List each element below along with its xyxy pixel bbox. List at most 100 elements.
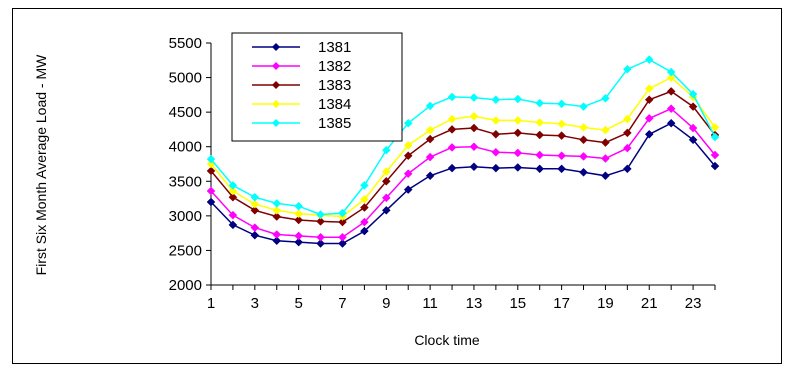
data-point-1384 [272,205,282,215]
legend-swatch-marker [272,43,280,51]
data-point-1381 [228,220,238,230]
x-axis-title: Clock time [414,332,480,348]
data-point-1381 [644,129,654,139]
y-tick-label: 4000 [169,139,202,156]
data-point-1382 [447,143,457,152]
data-point-1383 [579,135,588,145]
data-point-1382 [228,210,238,220]
data-point-1384 [403,140,413,150]
legend-entry-label: 1385 [318,115,351,132]
data-point-1384 [491,116,501,125]
data-point-1381 [360,226,369,236]
data-point-1382 [622,143,632,153]
data-point-1382 [710,150,720,160]
data-point-1382 [535,150,545,160]
data-point-1384 [360,194,369,204]
x-tick-label: 23 [685,295,702,312]
data-point-1381 [622,164,632,174]
data-point-1381 [316,239,325,248]
data-point-1381 [688,135,698,145]
data-point-1384 [557,119,566,129]
data-point-1382 [294,231,304,241]
data-point-1381 [557,164,566,174]
data-point-1385 [601,93,610,103]
data-point-1382 [338,232,347,242]
data-point-1382 [403,169,413,179]
data-point-1385 [294,201,304,211]
data-point-1381 [338,239,347,248]
data-point-1383 [622,128,632,138]
data-point-1381 [206,197,216,207]
data-point-1385 [316,210,325,219]
data-point-1382 [557,151,566,161]
data-point-1383 [360,203,369,212]
x-tick-label: 19 [597,295,614,312]
data-point-1382 [250,223,260,232]
data-point-1384 [513,116,523,125]
y-tick-label: 3000 [169,208,202,225]
data-point-1383 [316,217,325,226]
data-point-1381 [425,171,435,181]
x-tick-label: 11 [422,295,438,312]
data-point-1383 [644,95,654,105]
data-point-1385 [535,98,545,108]
data-point-1385 [447,92,457,102]
y-tick-label: 2000 [169,277,202,294]
data-point-1383 [447,125,457,134]
y-tick-label: 3500 [169,173,202,190]
data-point-1381 [535,164,545,174]
data-point-1381 [294,237,304,247]
x-tick-label: 3 [251,295,259,312]
data-point-1385 [403,118,413,128]
data-point-1385 [228,181,238,190]
x-tick-label: 17 [553,295,570,312]
legend-entry-label: 1381 [318,39,351,56]
legend-entry-label: 1382 [318,58,351,75]
legend: 1381 1382 1383 1384 1385 [231,32,403,142]
y-tick-label: 5500 [169,35,202,52]
data-point-1382 [469,142,479,152]
data-point-1382 [644,114,654,123]
data-point-1383 [666,87,676,96]
data-point-1383 [513,128,523,138]
data-point-1382 [491,147,501,157]
data-point-1384 [447,114,457,124]
data-point-1382 [272,230,282,239]
data-point-1381 [447,163,457,173]
legend-swatch-marker [272,62,280,70]
data-point-1385 [360,181,369,190]
x-tick-label: 1 [207,295,215,312]
data-point-1385 [513,94,523,104]
data-point-1385 [206,154,216,164]
legend-entry-label: 1384 [318,96,351,113]
data-point-1381 [491,163,501,173]
y-tick-label: 2500 [169,242,202,259]
data-point-1385 [710,132,720,142]
data-point-1383 [272,212,282,221]
data-point-1384 [425,125,435,135]
data-point-1382 [666,104,676,114]
legend-swatch-marker [272,100,280,108]
data-point-1385 [557,99,566,109]
data-point-1385 [250,192,260,202]
legend-swatch-marker [272,81,280,89]
data-point-1383 [491,129,501,139]
data-point-1382 [425,152,435,162]
data-point-1382 [601,154,610,163]
data-point-1385 [272,199,282,208]
data-point-1383 [425,134,435,144]
data-point-1383 [469,123,479,133]
data-point-1385 [688,89,698,99]
data-point-1382 [360,217,369,227]
data-point-1384 [381,167,391,176]
data-point-1381 [513,163,523,172]
data-point-1385 [381,145,391,155]
y-tick-label: 5000 [169,70,202,87]
data-point-1383 [206,166,216,176]
legend-swatch-marker [272,119,280,127]
data-point-1384 [622,114,632,124]
x-tick-label: 21 [641,295,658,312]
data-point-1383 [688,102,698,111]
